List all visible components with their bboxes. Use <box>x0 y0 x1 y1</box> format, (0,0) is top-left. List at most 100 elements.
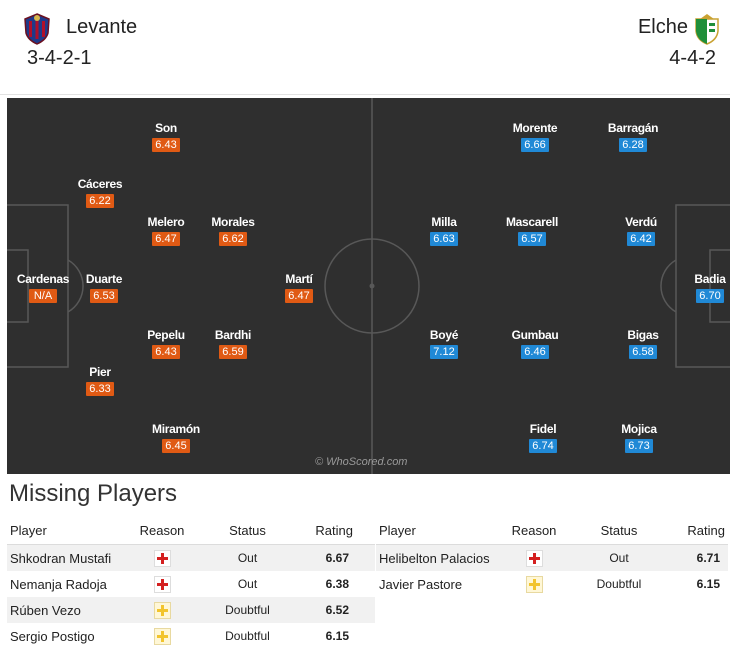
watermark: © WhoScored.com <box>315 456 408 468</box>
player-rating: 6.73 <box>625 439 653 453</box>
home-player-morales[interactable]: Morales 6.62 <box>198 215 268 247</box>
player-rating: 6.42 <box>627 232 655 246</box>
status-cell: Doubtful <box>596 577 642 591</box>
reason-cell <box>131 571 193 597</box>
player-name: Badia <box>694 272 726 286</box>
player-rating: 6.57 <box>518 232 546 246</box>
home-player-pepelu[interactable]: Pepelu 6.43 <box>131 328 201 360</box>
home-team-name[interactable]: Levante <box>66 16 138 38</box>
away-player-boye[interactable]: Boyé 7.12 <box>409 328 479 360</box>
player-name: Gumbau <box>511 328 559 342</box>
reason-cell <box>506 571 562 597</box>
injury-icon <box>153 549 171 567</box>
levante-crest-icon[interactable] <box>22 13 52 45</box>
elche-crest-icon[interactable] <box>692 13 722 45</box>
player-name: Pepelu <box>147 328 185 342</box>
player-rating: 6.70 <box>696 289 724 303</box>
reason-cell <box>131 597 193 623</box>
player-rating: 6.46 <box>521 345 549 359</box>
home-player-cardenas[interactable]: Cardenas N/A <box>8 272 78 304</box>
table-row: Sergio Postigo Doubtful 6.15 <box>7 623 375 649</box>
missing-player-name[interactable]: Shkodran Mustafi <box>7 544 131 571</box>
table-header-row: Player Reason Status Rating <box>7 516 375 545</box>
status-cell: Doubtful <box>225 629 270 643</box>
away-player-fidel[interactable]: Fidel 6.74 <box>508 422 578 454</box>
away-player-morente[interactable]: Morente 6.66 <box>500 121 570 153</box>
table-row: Shkodran Mustafi Out 6.67 <box>7 544 375 571</box>
player-rating: 7.12 <box>430 345 458 359</box>
player-name: Melero <box>147 215 185 229</box>
player-header: Player <box>7 516 131 545</box>
rating-cell: 6.15 <box>696 577 720 591</box>
player-rating: 6.43 <box>152 345 180 359</box>
doubtful-icon <box>153 601 171 619</box>
away-player-verdu[interactable]: Verdú 6.42 <box>606 215 676 247</box>
home-missing-table: Player Reason Status Rating Shkodran Mus… <box>7 516 375 649</box>
reason-cell <box>131 623 193 649</box>
away-player-gumbau[interactable]: Gumbau 6.46 <box>500 328 570 360</box>
away-player-badia[interactable]: Badia 6.70 <box>675 272 730 304</box>
home-player-pier[interactable]: Pier 6.33 <box>65 365 135 397</box>
status-cell: Out <box>562 544 676 571</box>
missing-player-name[interactable]: Javier Pastore <box>379 576 463 592</box>
table-header-row: Player Reason Status Rating <box>376 516 728 545</box>
player-rating: N/A <box>29 289 57 303</box>
header-divider <box>0 94 730 95</box>
away-player-milla[interactable]: Milla 6.63 <box>409 215 479 247</box>
missing-player-name[interactable]: Sergio Postigo <box>10 628 95 644</box>
table-row: Nemanja Radoja Out 6.38 <box>7 571 375 597</box>
player-name: Miramón <box>152 422 200 436</box>
player-name: Cáceres <box>77 177 123 191</box>
status-header: Status <box>193 516 302 545</box>
home-player-melero[interactable]: Melero 6.47 <box>131 215 201 247</box>
home-player-caceres[interactable]: Cáceres 6.22 <box>65 177 135 209</box>
player-header: Player <box>376 516 506 545</box>
missing-player-name[interactable]: Nemanja Radoja <box>10 576 107 592</box>
away-player-mascarell[interactable]: Mascarell 6.57 <box>497 215 567 247</box>
reason-cell <box>131 544 193 571</box>
rating-cell: 6.71 <box>676 544 728 571</box>
rating-header: Rating <box>676 516 728 545</box>
player-rating: 6.45 <box>162 439 190 453</box>
away-missing-table: Player Reason Status Rating Helibelton P… <box>376 516 728 597</box>
home-player-bardhi[interactable]: Bardhi 6.59 <box>198 328 268 360</box>
player-name: Duarte <box>85 272 123 286</box>
table-row: Rúben Vezo Doubtful 6.52 <box>7 597 375 623</box>
away-player-mojica[interactable]: Mojica 6.73 <box>604 422 674 454</box>
player-name: Son <box>155 121 177 135</box>
home-player-son[interactable]: Son 6.43 <box>131 121 201 153</box>
reason-header: Reason <box>506 516 562 545</box>
doubtful-icon <box>153 627 171 645</box>
player-name: Verdú <box>625 215 657 229</box>
away-player-barragan[interactable]: Barragán 6.28 <box>598 121 668 153</box>
player-name: Mascarell <box>505 215 558 229</box>
player-rating: 6.33 <box>86 382 114 396</box>
away-player-bigas[interactable]: Bigas 6.58 <box>608 328 678 360</box>
player-rating: 6.47 <box>152 232 180 246</box>
player-rating: 6.28 <box>619 138 647 152</box>
home-player-marti[interactable]: Martí 6.47 <box>264 272 334 304</box>
player-rating: 6.53 <box>90 289 118 303</box>
pitch: Son 6.43 Cáceres 6.22 Melero 6.47 Morale… <box>7 98 730 474</box>
missing-player-name[interactable]: Rúben Vezo <box>7 597 131 623</box>
home-player-miramon[interactable]: Miramón 6.45 <box>141 422 211 454</box>
status-cell: Doubtful <box>193 597 302 623</box>
pitch-markings <box>7 98 730 474</box>
player-name: Milla <box>431 215 457 229</box>
home-player-duarte[interactable]: Duarte 6.53 <box>69 272 139 304</box>
missing-players-title: Missing Players <box>9 480 178 507</box>
rating-header: Rating <box>302 516 375 545</box>
player-rating: 6.59 <box>219 345 247 359</box>
table-row: Javier Pastore Doubtful 6.15 <box>376 571 728 597</box>
player-name: Fidel <box>529 422 557 436</box>
injury-icon <box>153 575 171 593</box>
reason-cell <box>506 544 562 571</box>
missing-player-name[interactable]: Helibelton Palacios <box>376 544 506 571</box>
table-row: Helibelton Palacios Out 6.71 <box>376 544 728 571</box>
player-rating: 6.66 <box>521 138 549 152</box>
player-rating: 6.43 <box>152 138 180 152</box>
reason-header: Reason <box>131 516 193 545</box>
injury-icon <box>525 549 543 567</box>
status-header: Status <box>562 516 676 545</box>
away-team-name[interactable]: Elche <box>637 16 688 38</box>
